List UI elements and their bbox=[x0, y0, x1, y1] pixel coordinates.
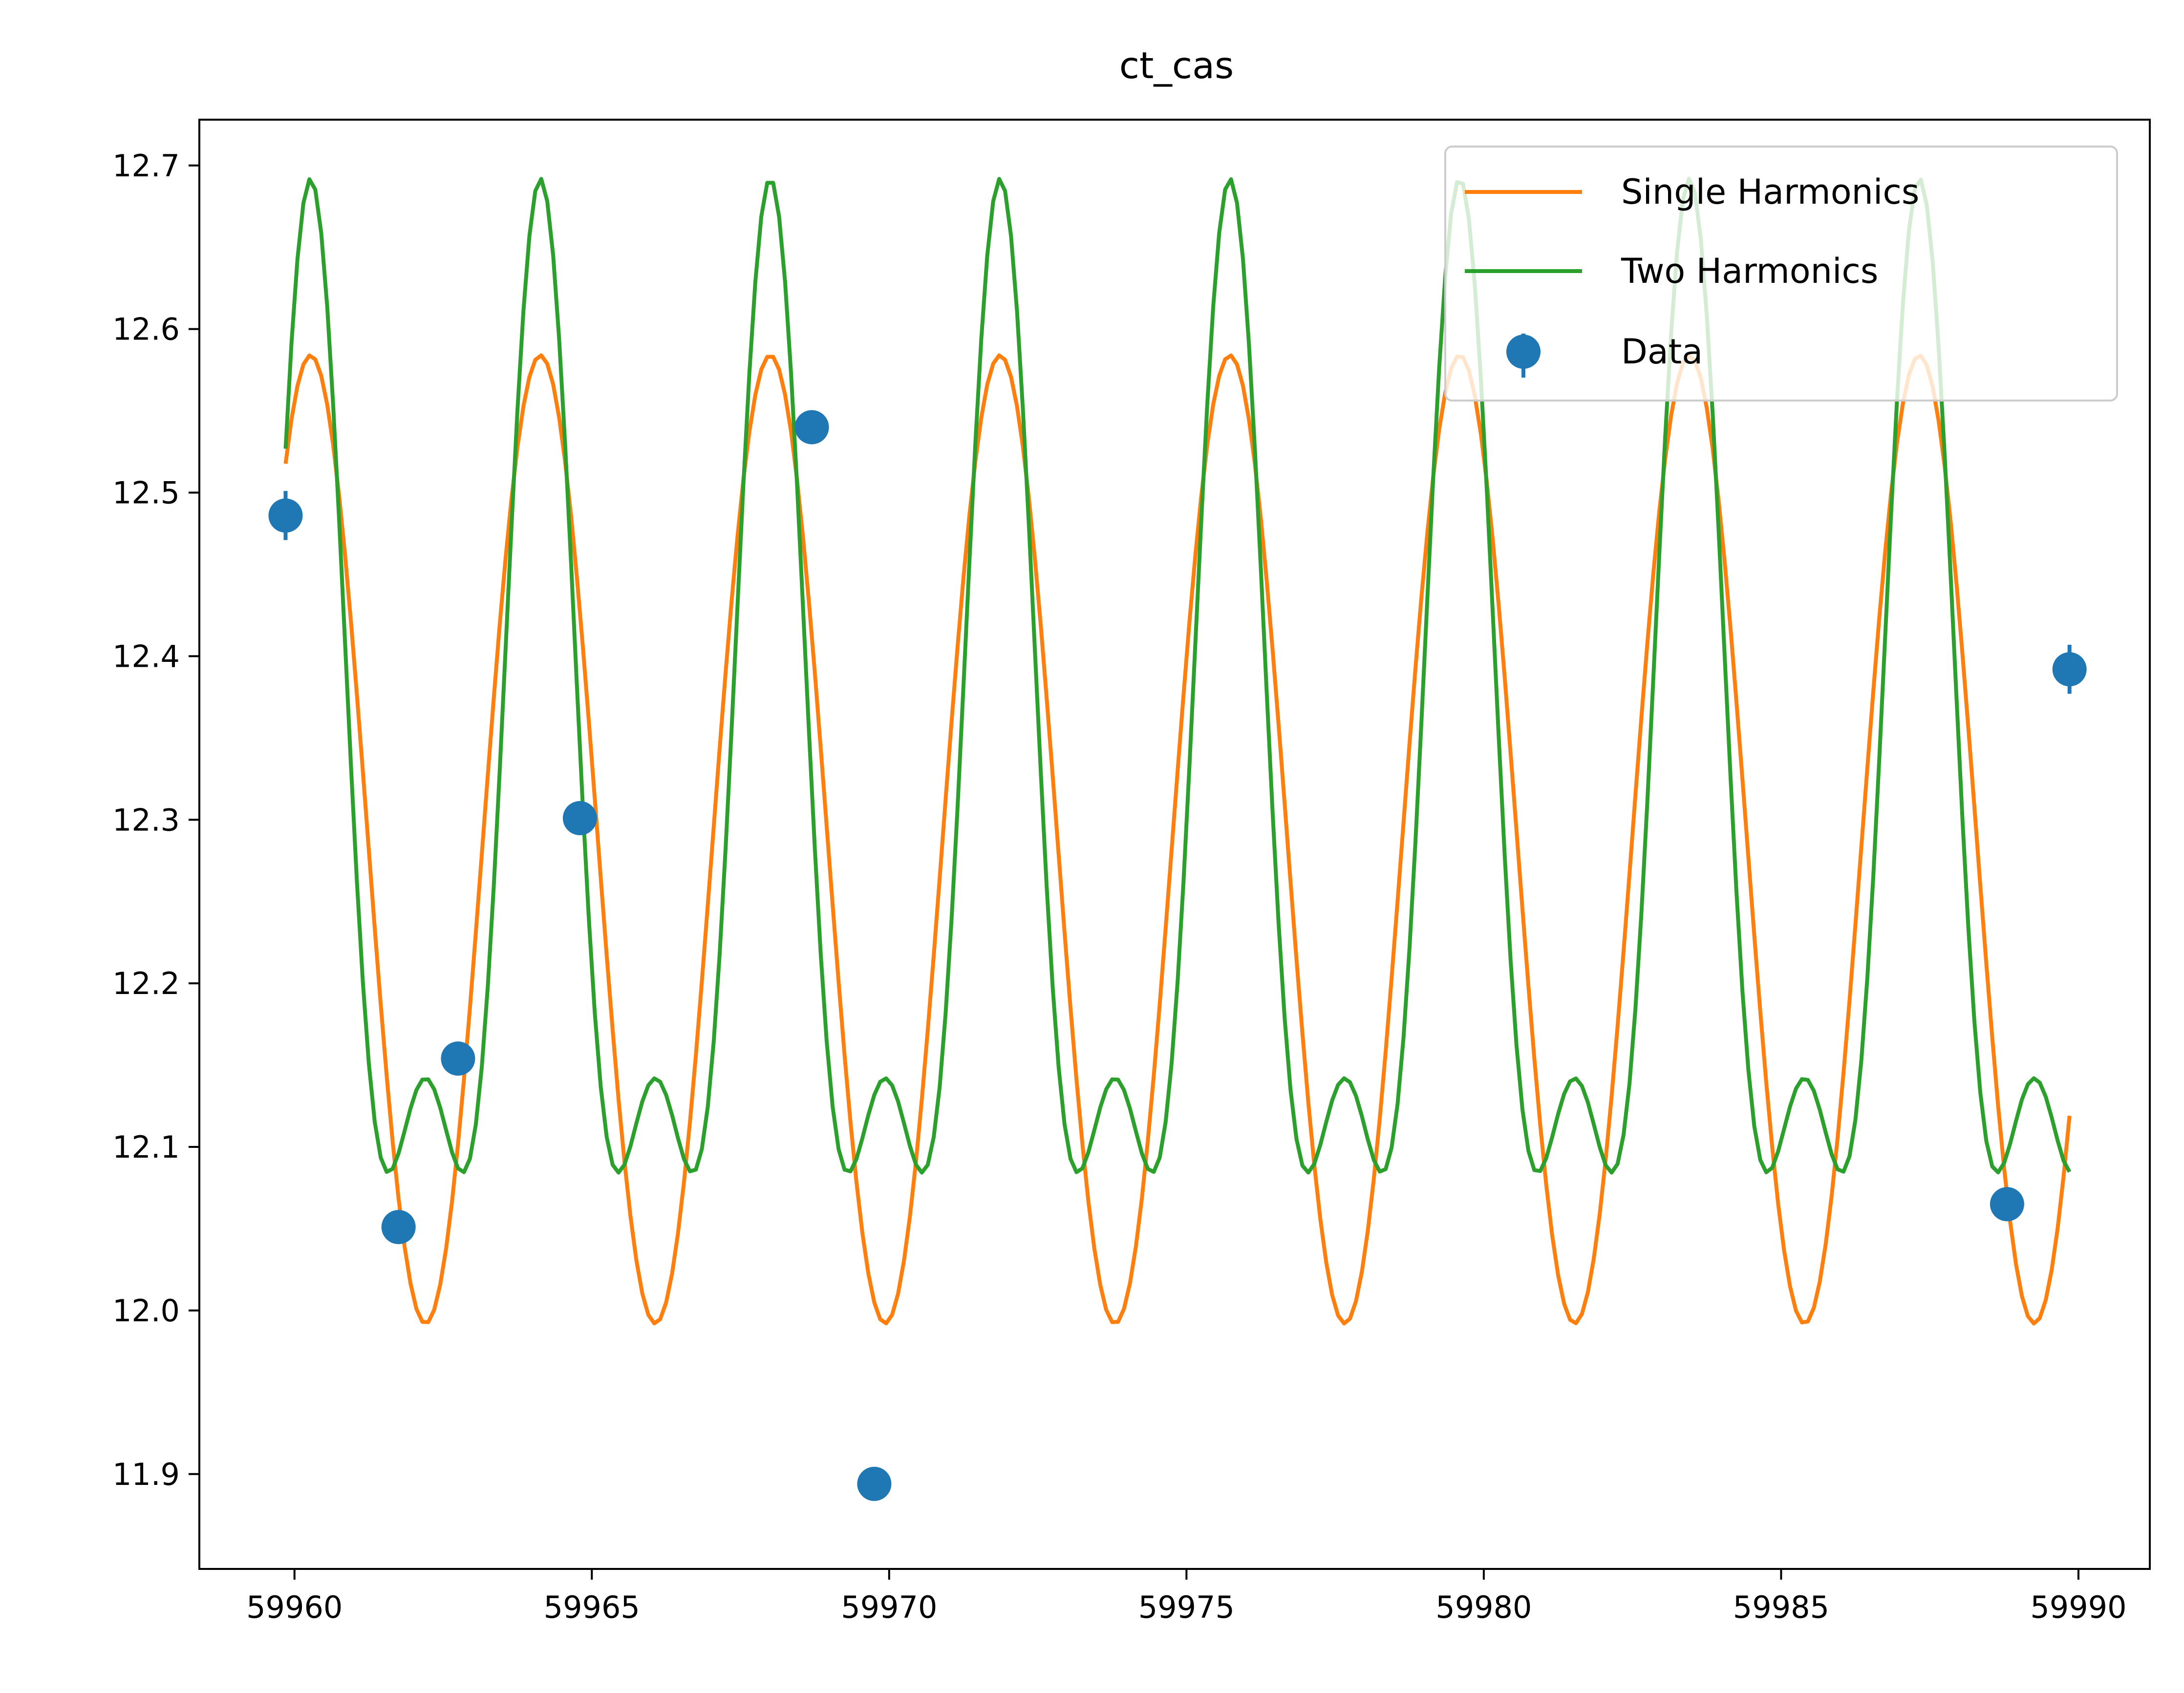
x-tick-label: 59980 bbox=[1435, 1589, 1532, 1625]
data-point bbox=[857, 1466, 892, 1501]
y-tick-label: 12.1 bbox=[112, 1129, 180, 1165]
x-tick-label: 59970 bbox=[841, 1589, 937, 1625]
x-tick-label: 59965 bbox=[544, 1589, 640, 1625]
x-tick-label: 59985 bbox=[1733, 1589, 1829, 1625]
legend-label-data: Data bbox=[1621, 332, 1703, 372]
data-point bbox=[381, 1210, 416, 1245]
chart-title: ct_cas bbox=[1119, 44, 1234, 87]
data-point bbox=[441, 1041, 475, 1076]
x-axis: 59960 59965 59970 59975 59980 59985 59990 bbox=[246, 1569, 2127, 1625]
plot-frame bbox=[198, 119, 2151, 1570]
x-tick-label: 59960 bbox=[246, 1589, 343, 1625]
y-axis: 11.9 12.0 12.1 12.2 12.3 12.4 12.5 12.6 12.7 bbox=[112, 148, 199, 1492]
legend-label-two-harmonics: Two Harmonics bbox=[1621, 251, 1878, 291]
data-point bbox=[794, 410, 829, 444]
y-tick-label: 12.0 bbox=[112, 1293, 180, 1329]
y-tick-label: 12.2 bbox=[112, 966, 180, 1001]
y-tick-label: 12.4 bbox=[112, 638, 180, 674]
series-line-single-harmonics bbox=[283, 353, 2072, 1326]
legend-marker-data bbox=[1506, 335, 1541, 369]
data-point bbox=[1990, 1187, 2024, 1222]
y-tick-label: 12.7 bbox=[112, 148, 180, 184]
series-layer bbox=[268, 176, 2087, 1501]
y-tick-label: 12.5 bbox=[112, 475, 180, 511]
legend: Single Harmonics Two Harmonics Data bbox=[1444, 146, 2118, 402]
x-tick-label: 59990 bbox=[2030, 1589, 2126, 1625]
y-tick-label: 12.6 bbox=[112, 312, 180, 347]
data-point bbox=[2052, 652, 2087, 687]
legend-box bbox=[1444, 146, 2118, 402]
data-point bbox=[562, 801, 597, 835]
y-tick-label: 12.3 bbox=[112, 802, 180, 838]
x-tick-label: 59975 bbox=[1138, 1589, 1235, 1625]
legend-label-single-harmonics: Single Harmonics bbox=[1621, 172, 1919, 212]
y-tick-label: 11.9 bbox=[112, 1457, 180, 1492]
data-point bbox=[268, 498, 303, 533]
